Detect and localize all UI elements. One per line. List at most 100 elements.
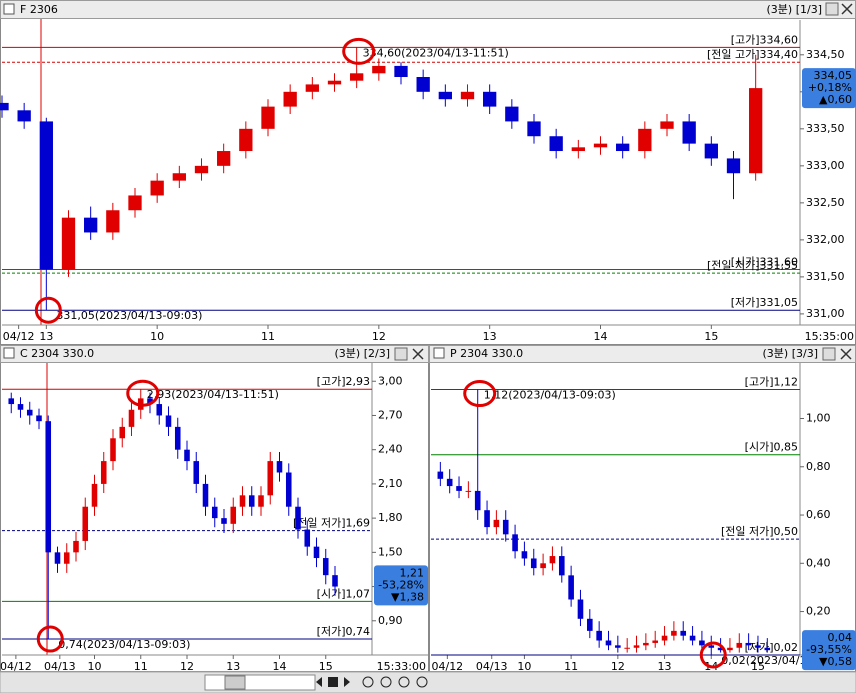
candle-body (680, 630, 687, 636)
zoom-fit[interactable] (416, 676, 428, 688)
candle-body (17, 110, 31, 122)
candle-body (350, 73, 364, 81)
candle-body (699, 640, 705, 646)
window-buttons (394, 2, 853, 361)
level-label: [고가]2,93 (317, 375, 370, 388)
time-label: 15:33:00 (377, 660, 426, 673)
y-tick-label: 332,50 (806, 196, 845, 209)
level-label: [전일 저가]331,55 (707, 258, 798, 272)
candle-body (194, 165, 209, 174)
close-button[interactable] (841, 3, 853, 15)
restore-button[interactable] (394, 347, 408, 361)
candle-body (0, 102, 9, 111)
y-tick-label: 333,50 (806, 122, 845, 135)
candle-body (671, 630, 677, 636)
price-box (374, 565, 428, 606)
candle-body (416, 77, 430, 92)
candle-body (736, 642, 743, 648)
candle-body (660, 121, 674, 129)
candle-body (239, 495, 246, 507)
x-tick-label: 12 (372, 330, 386, 343)
candle-body (45, 421, 52, 553)
x-tick-label: 04/12 (3, 330, 35, 343)
candle-body (327, 80, 342, 85)
candle-body (267, 461, 274, 496)
x-tick-label: 04/12 (0, 660, 32, 673)
y-tick-label: 333,00 (806, 159, 845, 172)
zoom-out[interactable] (380, 676, 392, 688)
candle-body (437, 471, 444, 479)
last-price: 334,05 (814, 69, 853, 82)
candle-body (184, 449, 190, 462)
x-tick-label: 15 (751, 660, 765, 673)
panel-title: C 2304 330.0 (20, 347, 94, 360)
y-tick-label: 0,20 (806, 605, 831, 618)
candle-body (689, 635, 696, 641)
candle-body (283, 91, 297, 107)
prev-button[interactable] (316, 677, 322, 687)
candle-body (521, 551, 528, 559)
candle-body (54, 552, 61, 564)
x-tick-label: 04/12 (431, 660, 463, 673)
next-button[interactable] (344, 677, 350, 687)
scroll-thumb[interactable] (224, 675, 246, 690)
level-label: [저가]0,02 (745, 641, 798, 654)
candle-body (305, 84, 319, 92)
zoom-reset[interactable] (398, 676, 410, 688)
candle-body (465, 490, 472, 492)
candle-body (230, 506, 237, 524)
candle-body (558, 556, 565, 576)
candle-body (708, 645, 715, 648)
candle-body (147, 398, 153, 405)
restore-button[interactable] (822, 347, 836, 361)
stop-button[interactable] (328, 677, 338, 687)
y-tick-label: 332,00 (806, 233, 845, 246)
candle-body (165, 415, 172, 427)
candle-body (332, 575, 338, 587)
close-button[interactable] (840, 348, 852, 360)
candle-body (549, 136, 563, 152)
candle-body (239, 128, 253, 152)
candle-body (493, 519, 500, 528)
level-label: [전일 저가]0,50 (721, 524, 798, 538)
candle-body (727, 647, 733, 651)
time-label: 15:35:00 (805, 330, 854, 343)
candle-body (605, 640, 612, 646)
checkbox[interactable] (433, 347, 445, 359)
y-tick-label: 334,50 (806, 48, 845, 61)
x-tick-label: 14 (273, 660, 287, 673)
candle-body (313, 546, 320, 559)
price-box (802, 68, 856, 109)
candle-body (456, 486, 462, 491)
candle-body (110, 438, 116, 462)
candle-body (726, 158, 741, 174)
candle-body (17, 404, 24, 410)
candle-body (633, 645, 640, 648)
candle-body (527, 121, 541, 137)
y-tick-label: 1,00 (806, 412, 831, 425)
scrollbar[interactable] (204, 674, 316, 691)
candle-body (749, 88, 763, 174)
candle-body (61, 217, 76, 270)
checkbox[interactable] (3, 347, 15, 359)
close-button[interactable] (412, 348, 424, 360)
zoom-in[interactable] (362, 676, 374, 688)
y-tick-label: 2,10 (378, 477, 403, 490)
candle-body (202, 483, 209, 507)
x-tick-label: 13 (39, 330, 53, 343)
level-label: [전일 고가]334,40 (707, 47, 798, 61)
highlight-circle (699, 641, 727, 669)
level-label: [저가]0,74 (317, 625, 370, 638)
candle-body (568, 575, 574, 600)
candle-body (460, 91, 475, 100)
checkbox[interactable] (3, 3, 15, 15)
panel-frame (0, 0, 856, 345)
y-tick-label: 0,90 (378, 614, 403, 627)
restore-button[interactable] (825, 2, 839, 16)
candle-body (596, 630, 602, 641)
candle-body (502, 519, 509, 535)
candle-body (652, 640, 659, 643)
candle-body (704, 143, 718, 159)
y-tick-label: 0,80 (806, 460, 831, 473)
